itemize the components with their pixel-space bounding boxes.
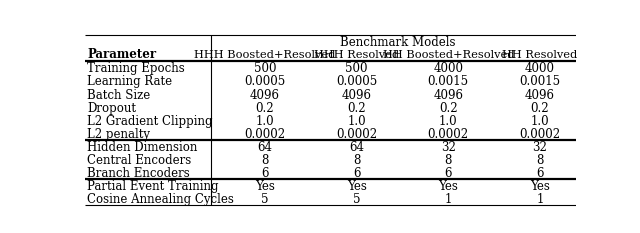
Text: 1.0: 1.0 <box>348 115 366 128</box>
Text: 4000: 4000 <box>525 62 555 75</box>
Text: Yes: Yes <box>530 180 550 193</box>
Text: HH Resolved: HH Resolved <box>502 50 578 60</box>
Text: Yes: Yes <box>255 180 275 193</box>
Text: Yes: Yes <box>438 180 458 193</box>
Text: 4000: 4000 <box>433 62 463 75</box>
Text: Batch Size: Batch Size <box>88 89 150 102</box>
Text: 5: 5 <box>353 193 360 206</box>
Text: 6: 6 <box>536 167 544 180</box>
Text: Benchmark Models: Benchmark Models <box>340 36 455 48</box>
Text: 0.0005: 0.0005 <box>336 75 377 89</box>
Text: 0.2: 0.2 <box>348 102 366 115</box>
Text: 0.0002: 0.0002 <box>520 128 561 141</box>
Text: 0.0002: 0.0002 <box>428 128 469 141</box>
Text: Cosine Annealing Cycles: Cosine Annealing Cycles <box>88 193 234 206</box>
Text: 0.2: 0.2 <box>255 102 274 115</box>
Text: 0.0015: 0.0015 <box>428 75 469 89</box>
Text: 32: 32 <box>532 141 547 154</box>
Text: L2 Gradient Clipping: L2 Gradient Clipping <box>88 115 213 128</box>
Text: 8: 8 <box>353 154 360 167</box>
Text: 1.0: 1.0 <box>531 115 549 128</box>
Text: HHH Resolved: HHH Resolved <box>314 50 399 60</box>
Text: 1: 1 <box>445 193 452 206</box>
Text: 4096: 4096 <box>525 89 555 102</box>
Text: 1.0: 1.0 <box>439 115 458 128</box>
Text: 0.2: 0.2 <box>531 102 549 115</box>
Text: Yes: Yes <box>347 180 367 193</box>
Text: 0.0002: 0.0002 <box>336 128 377 141</box>
Text: L2 penalty: L2 penalty <box>88 128 150 141</box>
Text: Training Epochs: Training Epochs <box>88 62 185 75</box>
Text: 4096: 4096 <box>250 89 280 102</box>
Text: Learning Rate: Learning Rate <box>88 75 173 89</box>
Text: 6: 6 <box>445 167 452 180</box>
Text: Central Encoders: Central Encoders <box>88 154 192 167</box>
Text: 0.0015: 0.0015 <box>520 75 561 89</box>
Text: 1: 1 <box>536 193 544 206</box>
Text: 64: 64 <box>349 141 364 154</box>
Text: 4096: 4096 <box>433 89 463 102</box>
Text: Partial Event Training: Partial Event Training <box>88 180 219 193</box>
Text: HHH Boosted+Resolved: HHH Boosted+Resolved <box>194 50 335 60</box>
Text: Branch Encoders: Branch Encoders <box>88 167 190 180</box>
Text: 8: 8 <box>261 154 268 167</box>
Text: 0.0005: 0.0005 <box>244 75 285 89</box>
Text: 1.0: 1.0 <box>255 115 274 128</box>
Text: 8: 8 <box>445 154 452 167</box>
Text: 4096: 4096 <box>342 89 371 102</box>
Text: 500: 500 <box>253 62 276 75</box>
Text: 6: 6 <box>261 167 269 180</box>
Text: 0.0002: 0.0002 <box>244 128 285 141</box>
Text: Parameter: Parameter <box>88 48 157 61</box>
Text: Hidden Dimension: Hidden Dimension <box>88 141 198 154</box>
Text: 500: 500 <box>345 62 368 75</box>
Text: 6: 6 <box>353 167 360 180</box>
Text: HH Boosted+Resolved: HH Boosted+Resolved <box>383 50 514 60</box>
Text: 5: 5 <box>261 193 269 206</box>
Text: 32: 32 <box>441 141 456 154</box>
Text: 0.2: 0.2 <box>439 102 458 115</box>
Text: 64: 64 <box>257 141 272 154</box>
Text: Dropout: Dropout <box>88 102 136 115</box>
Text: 8: 8 <box>536 154 544 167</box>
